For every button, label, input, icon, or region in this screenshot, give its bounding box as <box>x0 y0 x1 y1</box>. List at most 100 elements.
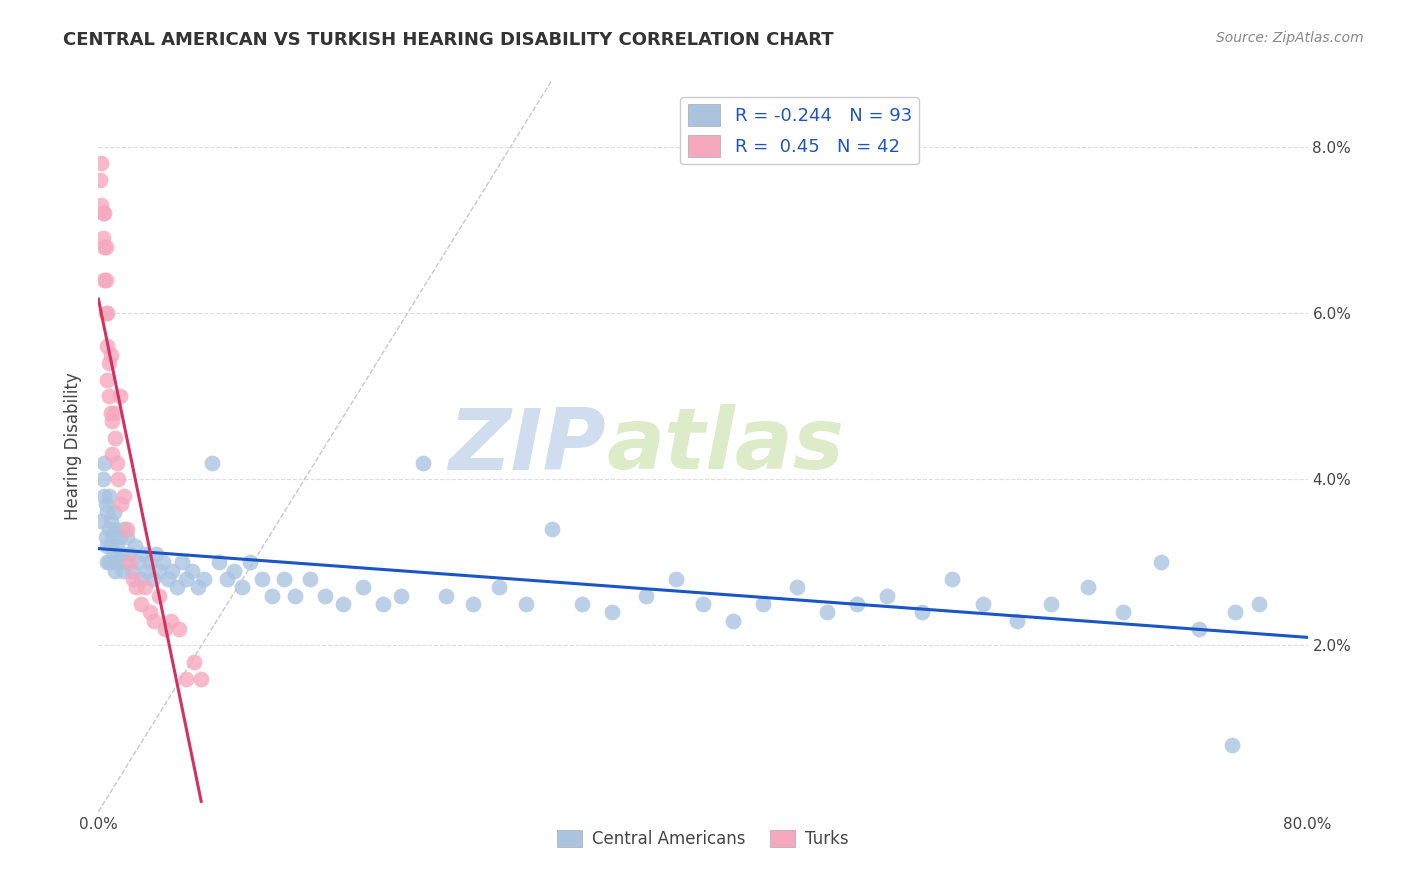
Point <box>93 456 115 470</box>
Point <box>193 572 215 586</box>
Point <box>96 339 118 353</box>
Point <box>111 564 134 578</box>
Point <box>134 580 156 594</box>
Point <box>101 414 124 428</box>
Point <box>90 198 112 212</box>
Point <box>972 597 994 611</box>
Point <box>114 555 136 569</box>
Point <box>104 564 127 578</box>
Point <box>101 555 124 569</box>
Point <box>156 572 179 586</box>
Point <box>98 489 121 503</box>
Point <box>100 514 122 528</box>
Point <box>665 572 688 586</box>
Point <box>352 580 374 594</box>
Point <box>112 489 135 503</box>
Point <box>91 231 114 245</box>
Point <box>1220 738 1243 752</box>
Point <box>208 555 231 569</box>
Point <box>124 539 146 553</box>
Point <box>692 597 714 611</box>
Point <box>93 239 115 253</box>
Point <box>723 614 745 628</box>
Y-axis label: Hearing Disability: Hearing Disability <box>65 372 83 520</box>
Point <box>262 589 284 603</box>
Point <box>103 406 125 420</box>
Point <box>488 580 510 594</box>
Point <box>314 589 336 603</box>
Point <box>911 605 934 619</box>
Point <box>104 431 127 445</box>
Point <box>148 564 170 578</box>
Point <box>96 372 118 386</box>
Point <box>215 572 238 586</box>
Point <box>135 564 157 578</box>
Point <box>634 589 657 603</box>
Point <box>815 605 838 619</box>
Text: CENTRAL AMERICAN VS TURKISH HEARING DISABILITY CORRELATION CHART: CENTRAL AMERICAN VS TURKISH HEARING DISA… <box>63 31 834 49</box>
Point <box>107 472 129 486</box>
Point <box>434 589 457 603</box>
Point <box>89 173 111 187</box>
Point <box>786 580 808 594</box>
Point <box>105 539 128 553</box>
Point <box>115 530 138 544</box>
Point <box>139 605 162 619</box>
Point <box>100 347 122 362</box>
Point <box>148 589 170 603</box>
Point <box>98 555 121 569</box>
Point <box>389 589 412 603</box>
Point <box>190 672 212 686</box>
Point <box>239 555 262 569</box>
Point <box>96 539 118 553</box>
Point <box>93 489 115 503</box>
Point <box>181 564 204 578</box>
Point <box>90 156 112 170</box>
Point <box>94 239 117 253</box>
Point <box>187 580 209 594</box>
Point <box>371 597 394 611</box>
Point <box>122 572 145 586</box>
Point <box>752 597 775 611</box>
Point <box>201 456 224 470</box>
Point <box>104 522 127 536</box>
Text: atlas: atlas <box>606 404 845 488</box>
Point <box>273 572 295 586</box>
Legend: Central Americans, Turks: Central Americans, Turks <box>550 823 856 855</box>
Point <box>100 539 122 553</box>
Point <box>103 506 125 520</box>
Point <box>125 580 148 594</box>
Point <box>132 547 155 561</box>
Point <box>224 564 246 578</box>
Point <box>91 206 114 220</box>
Point <box>112 522 135 536</box>
Point <box>412 456 434 470</box>
Point <box>143 614 166 628</box>
Point <box>120 555 142 569</box>
Point <box>110 547 132 561</box>
Point <box>98 356 121 370</box>
Text: ZIP: ZIP <box>449 404 606 488</box>
Point <box>1249 597 1271 611</box>
Point <box>846 597 869 611</box>
Point <box>463 597 485 611</box>
Point <box>105 456 128 470</box>
Point <box>127 555 149 569</box>
Point <box>115 522 138 536</box>
Point <box>183 655 205 669</box>
Point <box>174 572 197 586</box>
Point <box>96 306 118 320</box>
Point <box>1077 580 1099 594</box>
Point <box>103 547 125 561</box>
Point <box>284 589 307 603</box>
Point <box>166 580 188 594</box>
Point <box>96 555 118 569</box>
Point <box>160 614 183 628</box>
Point <box>98 389 121 403</box>
Point <box>90 514 112 528</box>
Point <box>1007 614 1029 628</box>
Point <box>231 580 253 594</box>
Point <box>174 672 197 686</box>
Point <box>129 572 152 586</box>
Point <box>1188 622 1211 636</box>
